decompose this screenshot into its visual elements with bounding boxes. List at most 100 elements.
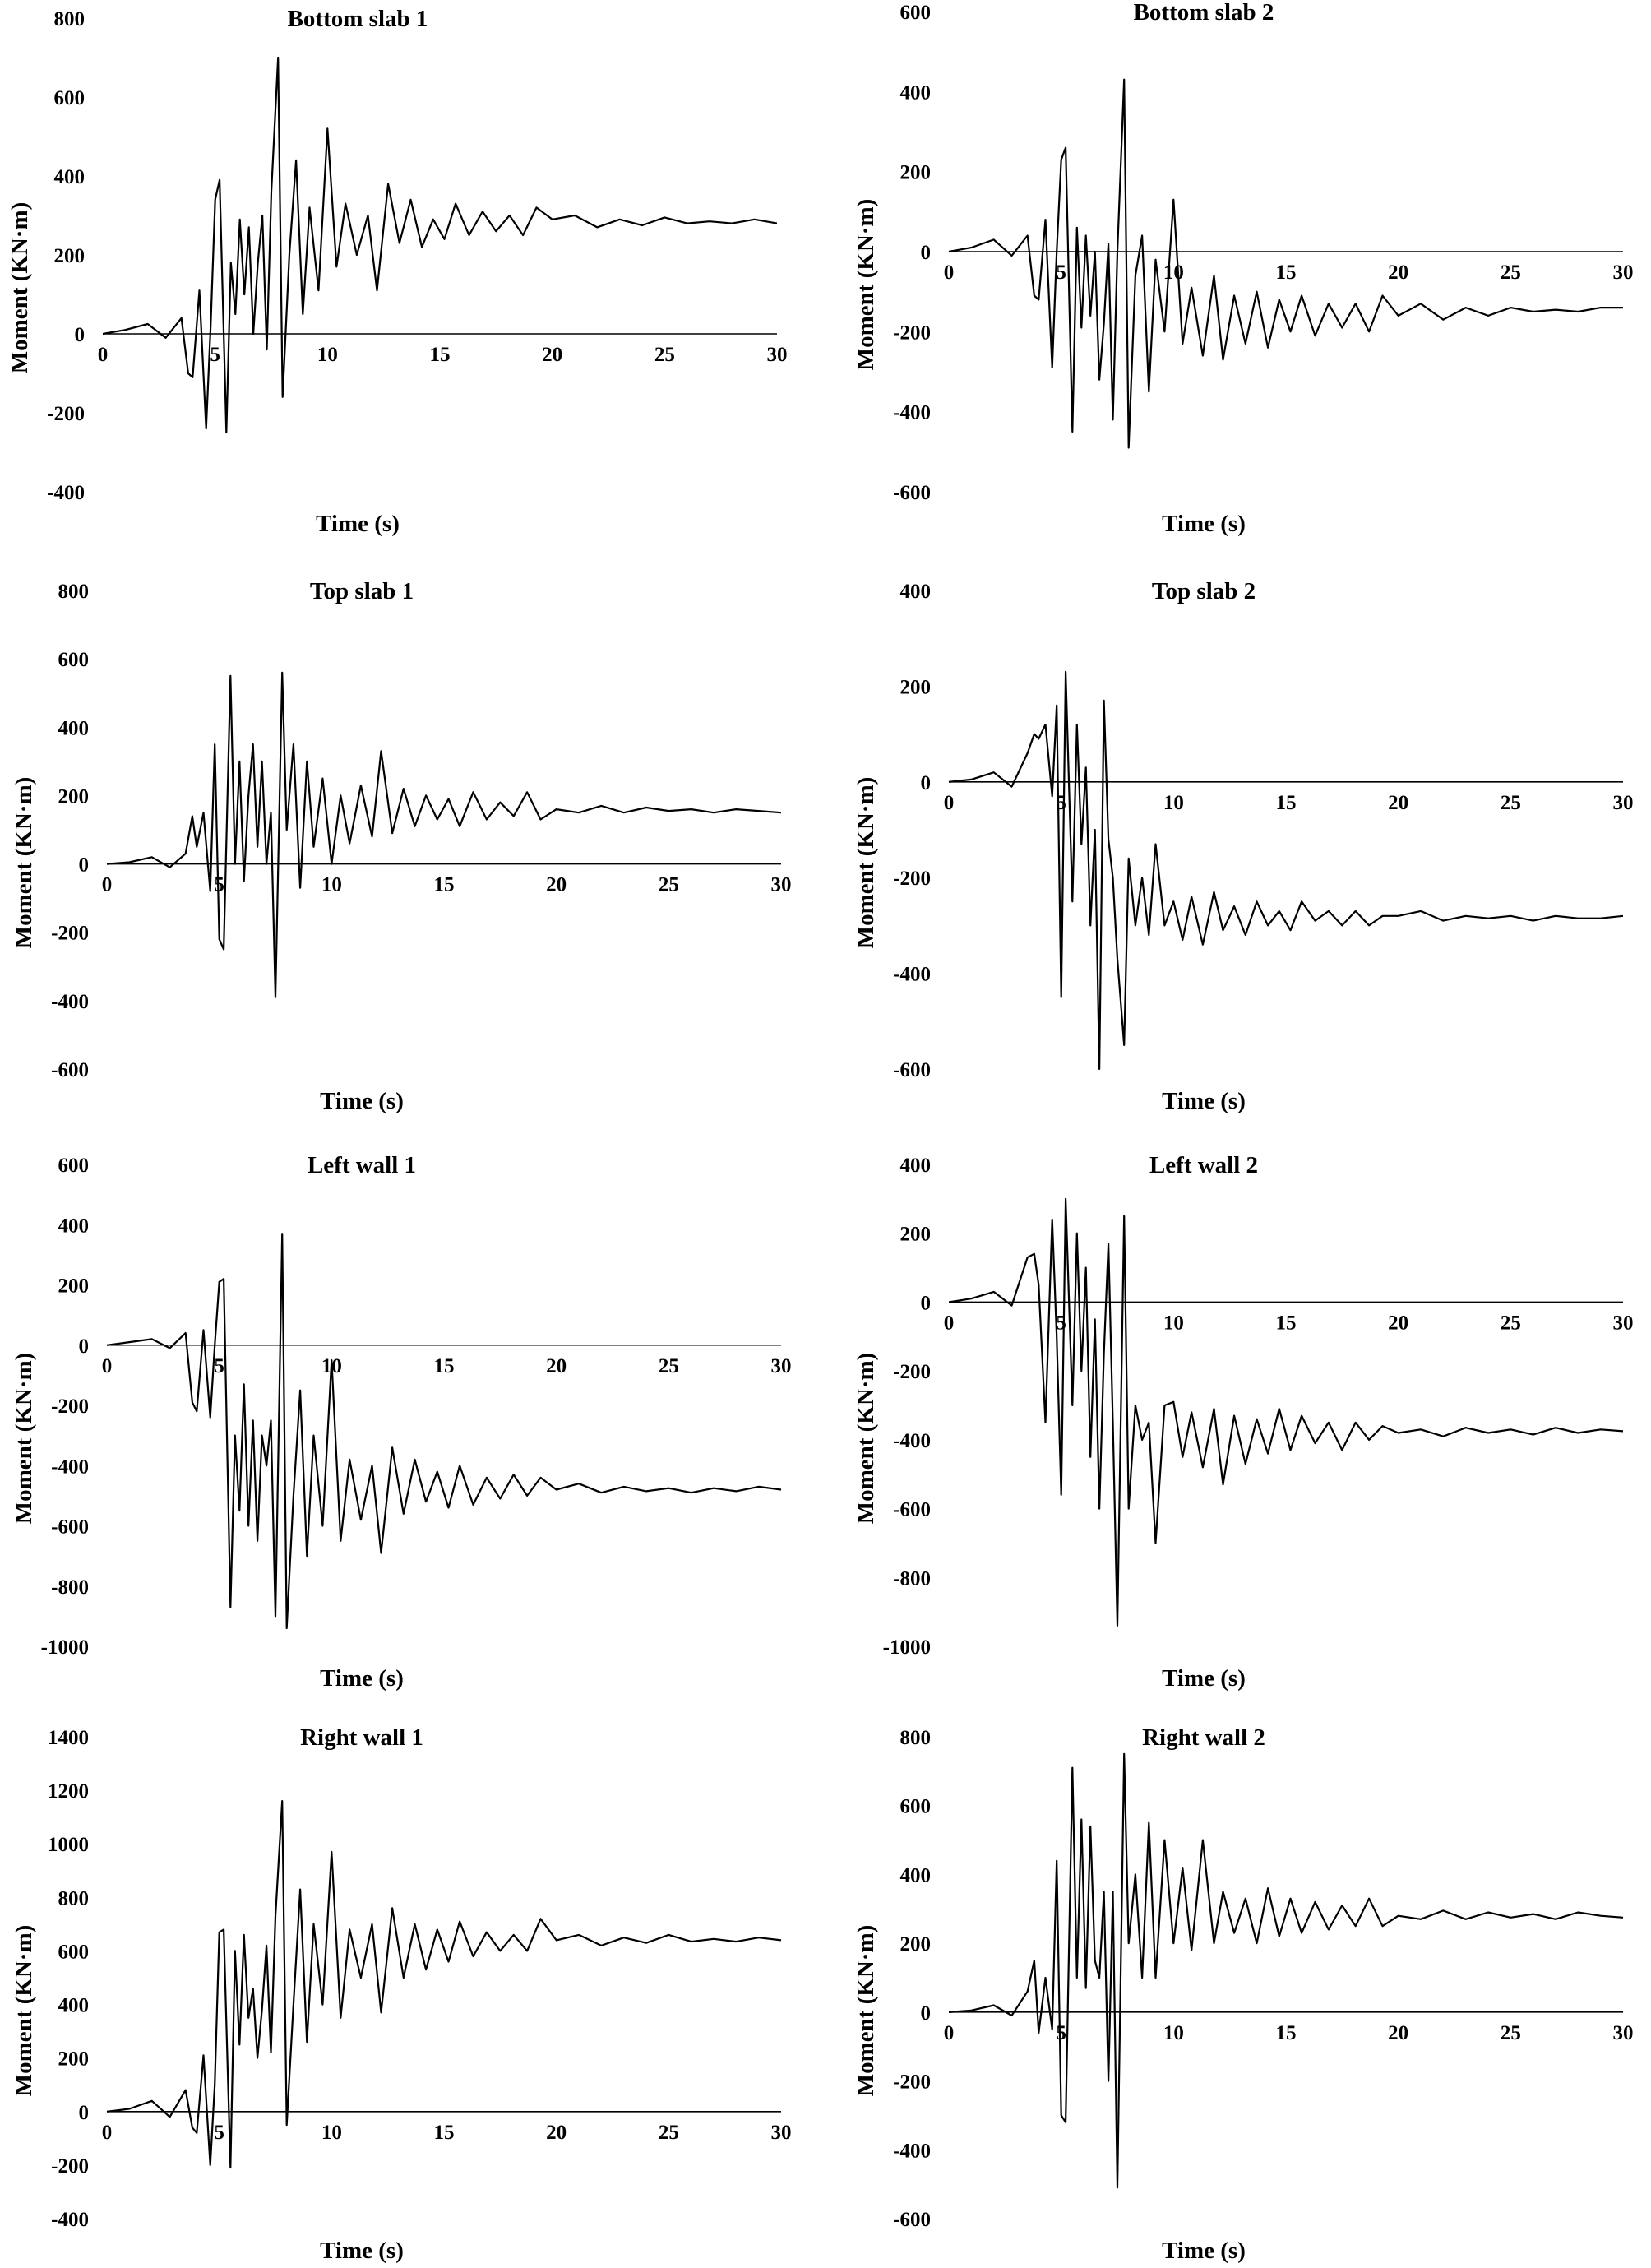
x-tick-label: 20 [1388,1312,1408,1334]
x-tick-label: 15 [434,874,455,896]
y-tick-label: 200 [58,1275,90,1298]
y-tick-label: -800 [893,1567,931,1590]
x-tick-label: 0 [944,792,955,814]
y-tick-label: 0 [921,242,932,264]
moment-series-line [948,1752,1624,2189]
y-axis-label: Moment (KN·m) [11,777,37,949]
y-axis-label: Moment (KN·m) [11,1353,37,1525]
x-tick-label: 15 [434,2122,455,2144]
y-tick-label: -600 [893,2209,931,2231]
y-tick-label: 400 [58,1995,90,2017]
y-tick-label: 800 [54,8,86,30]
y-tick-label: 1000 [48,1834,89,1856]
y-tick-label: 0 [921,2002,932,2025]
x-tick-label: 10 [1163,1312,1184,1334]
x-tick-label: 10 [1163,2022,1184,2044]
x-tick-label: 25 [1501,262,1521,284]
x-tick-label: 10 [317,344,338,366]
x-tick-label: 30 [771,2122,792,2144]
y-tick-label: 200 [900,1933,932,1956]
y-tick-label: -400 [893,2140,931,2162]
x-axis-label: Time (s) [320,2238,404,2264]
y-tick-label: -600 [893,1059,931,1081]
x-tick-label: 0 [944,1312,955,1334]
moment-series-line [948,1197,1624,1627]
y-tick-label: -200 [893,322,931,344]
y-tick-label: -600 [893,1499,931,1521]
x-tick-label: 5 [1056,262,1066,284]
x-tick-label: 25 [1501,1312,1521,1334]
x-tick-label: 20 [546,2122,567,2144]
y-tick-label: -200 [51,923,89,945]
y-tick-label: 200 [58,785,90,808]
chart-title: Bottom slab 2 [1134,0,1274,25]
x-tick-label: 0 [102,874,113,896]
x-tick-label: 5 [1056,792,1066,814]
y-tick-label: 400 [900,1155,932,1177]
x-tick-label: 10 [1163,792,1184,814]
y-tick-label: 200 [54,245,86,267]
x-tick-label: 0 [102,1355,113,1377]
x-tick-label: 20 [542,344,562,366]
chart-title: Left wall 2 [1149,1152,1258,1178]
y-tick-label: 600 [58,649,90,671]
x-tick-label: 0 [944,2022,955,2044]
y-tick-label: -600 [51,1516,89,1539]
x-tick-label: 15 [1276,2022,1297,2044]
y-tick-label: 600 [900,2,932,24]
y-tick-label: -200 [893,2071,931,2094]
y-tick-label: -600 [51,1059,89,1081]
y-tick-label: -400 [51,2209,89,2231]
x-axis-label: Time (s) [1162,511,1246,537]
x-tick-label: 5 [214,874,224,896]
y-axis-label: Moment (KN·m) [853,777,879,949]
y-tick-label: 0 [921,1292,932,1314]
y-tick-label: -200 [893,1361,931,1383]
x-axis-label: Time (s) [316,511,400,537]
x-tick-label: 5 [1056,2022,1066,2044]
y-tick-label: 1200 [48,1780,89,1803]
y-tick-label: 200 [900,676,932,698]
x-tick-label: 10 [321,1355,342,1377]
x-axis-label: Time (s) [320,1665,404,1692]
y-tick-label: -800 [51,1576,89,1599]
y-tick-label: 0 [75,324,86,346]
y-tick-label: -200 [51,2155,89,2178]
x-tick-label: 25 [1501,792,1521,814]
x-tick-label: 0 [98,344,109,366]
x-tick-label: 0 [944,262,955,284]
y-tick-label: 200 [900,1224,932,1246]
y-tick-label: 0 [79,2102,90,2124]
y-tick-label: -1000 [41,1636,89,1659]
x-tick-label: 15 [1276,262,1297,284]
y-tick-label: -400 [47,482,85,504]
x-tick-label: 20 [546,1355,567,1377]
chart-title: Top slab 1 [310,578,414,604]
y-tick-label: 0 [921,772,932,794]
y-tick-label: 200 [58,2048,90,2071]
y-tick-label: 600 [58,1941,90,1963]
y-tick-label: -400 [51,991,89,1013]
x-tick-label: 20 [1388,792,1408,814]
y-tick-label: -400 [893,402,931,424]
y-tick-label: -400 [893,964,931,986]
y-axis-label: Moment (KN·m) [853,1353,879,1525]
y-tick-label: 600 [54,87,86,109]
y-tick-label: 800 [58,581,90,603]
x-tick-label: 25 [659,1355,679,1377]
x-tick-label: 5 [210,344,220,366]
y-tick-label: 400 [58,717,90,739]
moment-series-line [948,78,1623,449]
y-tick-label: 200 [900,162,932,184]
y-tick-label: 800 [58,1887,90,1909]
y-axis-label: Moment (KN·m) [853,1925,879,2097]
x-tick-label: 0 [102,2122,113,2144]
x-tick-label: 10 [1163,262,1184,284]
moment-series-line [102,56,778,434]
moment-series-line [106,671,782,998]
chart-title: Top slab 2 [1152,578,1256,604]
y-tick-label: 400 [900,1864,932,1886]
x-tick-label: 5 [1056,1312,1066,1334]
x-tick-label: 30 [767,344,788,366]
moment-series-line [106,1800,782,2169]
